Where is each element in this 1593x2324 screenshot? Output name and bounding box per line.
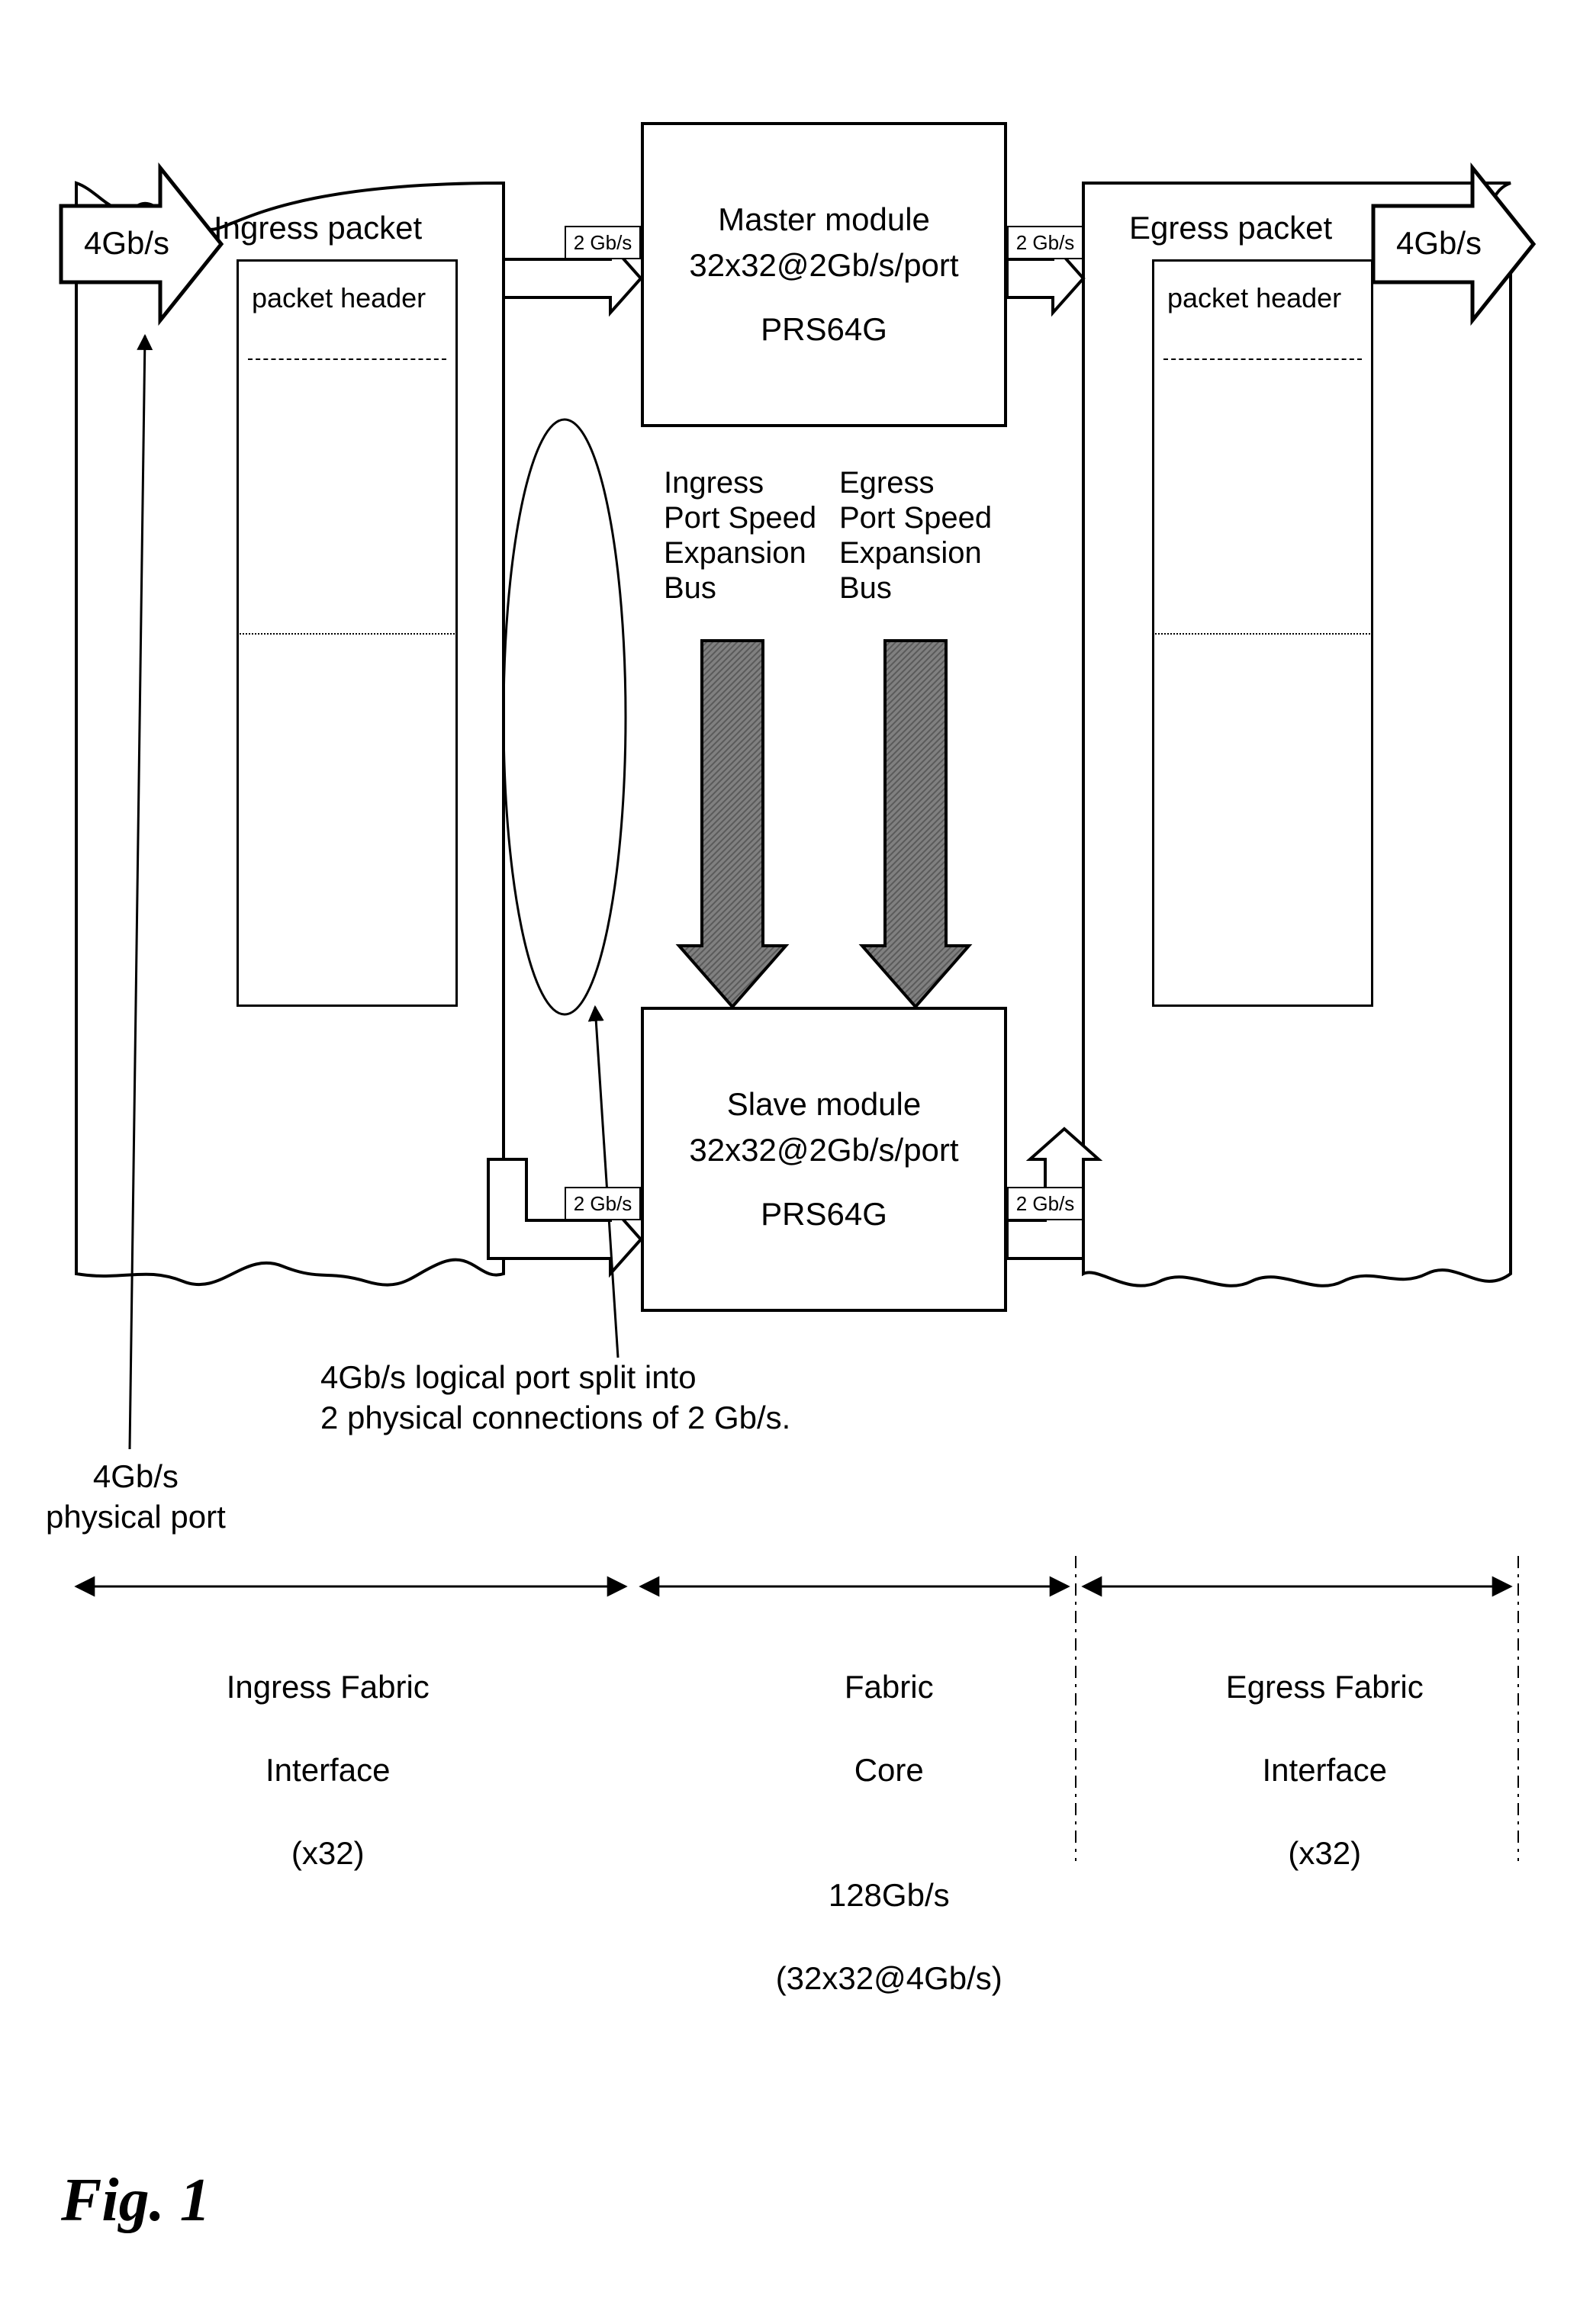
egress-packet-mid-dot xyxy=(1152,633,1373,635)
footer-ingress-l1: Ingress Fabric xyxy=(227,1669,430,1705)
split-ellipse-pointer xyxy=(595,1007,618,1358)
rate-master-left: 2 Gb/s xyxy=(565,226,641,259)
physical-port-pointer xyxy=(130,336,145,1449)
egress-expansion-bus-arrow xyxy=(862,641,969,1007)
ingress-expansion-bus-arrow xyxy=(679,641,786,1007)
figure-label: Fig. 1 xyxy=(61,2166,211,2236)
footer-ingress: Ingress Fabric Interface (x32) xyxy=(191,1625,430,1916)
footer-core-l3: 128Gb/s xyxy=(829,1877,950,1913)
egress-packet-header-label: packet header xyxy=(1167,282,1341,314)
footer-core-l1: Fabric xyxy=(845,1669,934,1705)
ingress-packet-header-label: packet header xyxy=(252,282,426,314)
egress-packet-header-dash xyxy=(1163,358,1362,360)
ingress-packet-header-dash xyxy=(248,358,446,360)
footer-ingress-l2: Interface xyxy=(266,1752,390,1788)
slave-line1: Slave module xyxy=(727,1086,921,1123)
ingress-packet-title: Ingress packet xyxy=(214,210,422,246)
footer-core-l2: Core xyxy=(854,1752,924,1788)
footer-egress: Egress Fabric Interface (x32) xyxy=(1190,1625,1424,1916)
slave-module-box: Slave module 32x32@2Gb/s/port PRS64G xyxy=(641,1007,1007,1312)
rate-slave-right: 2 Gb/s xyxy=(1007,1187,1083,1220)
arrow-in-label: 4Gb/s xyxy=(84,225,169,262)
footer-core-l4: (32x32@4Gb/s) xyxy=(776,1960,1002,1996)
slave-line2: 32x32@2Gb/s/port xyxy=(689,1132,958,1168)
egress-packet-title: Egress packet xyxy=(1129,210,1332,246)
footer-ingress-l3: (x32) xyxy=(291,1835,365,1871)
master-line1: Master module xyxy=(718,201,930,238)
rate-master-right: 2 Gb/s xyxy=(1007,226,1083,259)
split-note: 4Gb/s logical port split into 2 physical… xyxy=(320,1358,790,1438)
physical-port-note: 4Gb/s physical port xyxy=(46,1457,226,1537)
master-line2: 32x32@2Gb/s/port xyxy=(689,247,958,284)
footer-egress-l2: Interface xyxy=(1263,1752,1387,1788)
split-ellipse xyxy=(504,419,626,1014)
master-module-box: Master module 32x32@2Gb/s/port PRS64G xyxy=(641,122,1007,427)
arrow-out-label: 4Gb/s xyxy=(1396,225,1482,262)
footer-core: Fabric Core 128Gb/s (32x32@4Gb/s) xyxy=(740,1625,1002,2041)
master-line3: PRS64G xyxy=(761,311,887,348)
footer-egress-l1: Egress Fabric xyxy=(1226,1669,1424,1705)
slave-line3: PRS64G xyxy=(761,1196,887,1233)
egress-bus-label: Egress Port Speed Expansion Bus xyxy=(839,465,992,606)
rate-slave-left: 2 Gb/s xyxy=(565,1187,641,1220)
ingress-packet-mid-dot xyxy=(237,633,458,635)
ingress-bus-label: Ingress Port Speed Expansion Bus xyxy=(664,465,816,606)
footer-egress-l3: (x32) xyxy=(1288,1835,1361,1871)
